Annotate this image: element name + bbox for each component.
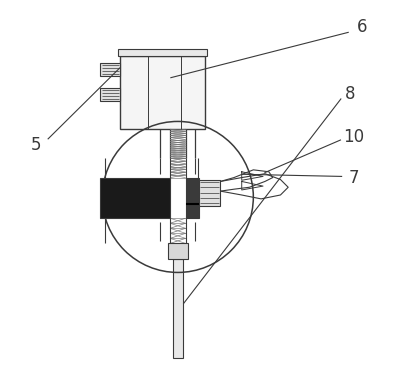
Bar [168, 243, 187, 259]
Text: 6: 6 [356, 18, 366, 35]
Bar [185, 177, 198, 218]
Text: 5: 5 [31, 136, 42, 154]
Bar [100, 63, 119, 76]
Bar [198, 179, 220, 206]
Bar [100, 88, 119, 101]
Bar [117, 49, 207, 56]
Text: 10: 10 [343, 128, 364, 146]
Text: 7: 7 [348, 168, 358, 186]
Bar [119, 56, 205, 129]
Bar [173, 259, 182, 358]
Text: 8: 8 [344, 85, 354, 103]
Bar [100, 177, 170, 218]
